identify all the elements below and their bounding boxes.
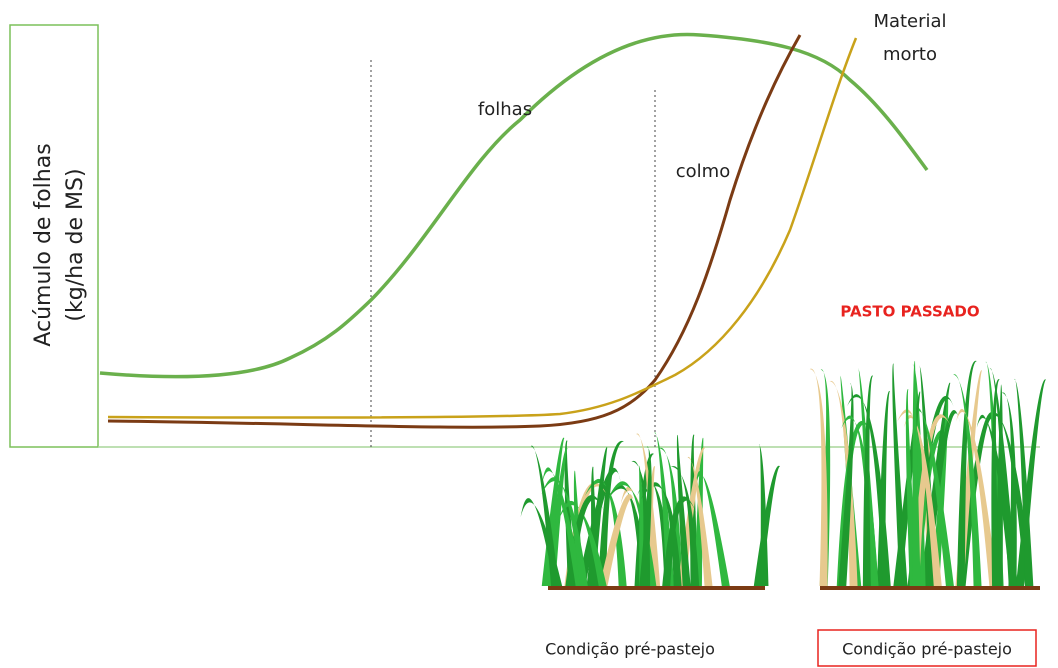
leaf <box>520 498 563 586</box>
leaf <box>639 446 652 586</box>
panel-caption: Condição pré-pastejo <box>545 640 715 659</box>
curve-folhas <box>99 32 929 379</box>
leaf <box>903 414 942 586</box>
leaf <box>676 434 691 586</box>
curve-label: Material <box>873 11 946 32</box>
leaf <box>809 368 828 586</box>
leaf <box>847 394 891 586</box>
y-label: Acúmulo de folhas <box>31 143 56 346</box>
leaf <box>912 407 954 586</box>
curve-label: folhas <box>478 99 532 120</box>
leaf <box>599 494 636 586</box>
leaf <box>912 364 926 586</box>
leaf <box>829 380 858 586</box>
leaf <box>637 478 673 586</box>
leaf <box>753 465 781 586</box>
grass-illustrations <box>520 360 1047 586</box>
leaf <box>598 440 624 586</box>
caption-box <box>817 629 1037 667</box>
leaf <box>687 456 713 586</box>
leaf <box>911 414 952 586</box>
leaf <box>956 360 977 586</box>
curve-material-morto <box>107 37 858 419</box>
leaf <box>1015 379 1047 586</box>
leaf <box>1014 378 1034 586</box>
leaf <box>862 375 874 586</box>
y-label: (kg/ha de MS) <box>63 168 88 321</box>
curve-label: morto <box>883 44 937 65</box>
leaf <box>957 412 999 586</box>
leaf <box>991 379 1001 586</box>
leaf <box>670 466 700 586</box>
leaf <box>953 374 982 586</box>
curve-colmo <box>107 34 802 429</box>
panel-title: PASTO PASSADO <box>840 303 979 321</box>
leaf <box>586 447 608 586</box>
leaf <box>662 496 698 586</box>
curve-label: colmo <box>676 161 730 182</box>
leaf <box>542 467 584 586</box>
leaf <box>695 470 730 586</box>
leaf <box>636 433 661 586</box>
leaf <box>990 368 1017 586</box>
leaf <box>541 477 588 586</box>
leaf <box>577 467 621 586</box>
leaf <box>838 383 854 586</box>
leaf <box>912 360 921 586</box>
leaf <box>892 363 908 586</box>
axis-box <box>9 24 99 448</box>
leaf <box>1001 392 1017 586</box>
leaf <box>956 408 998 586</box>
panel-caption: Condição pré-pastejo <box>842 640 1012 659</box>
